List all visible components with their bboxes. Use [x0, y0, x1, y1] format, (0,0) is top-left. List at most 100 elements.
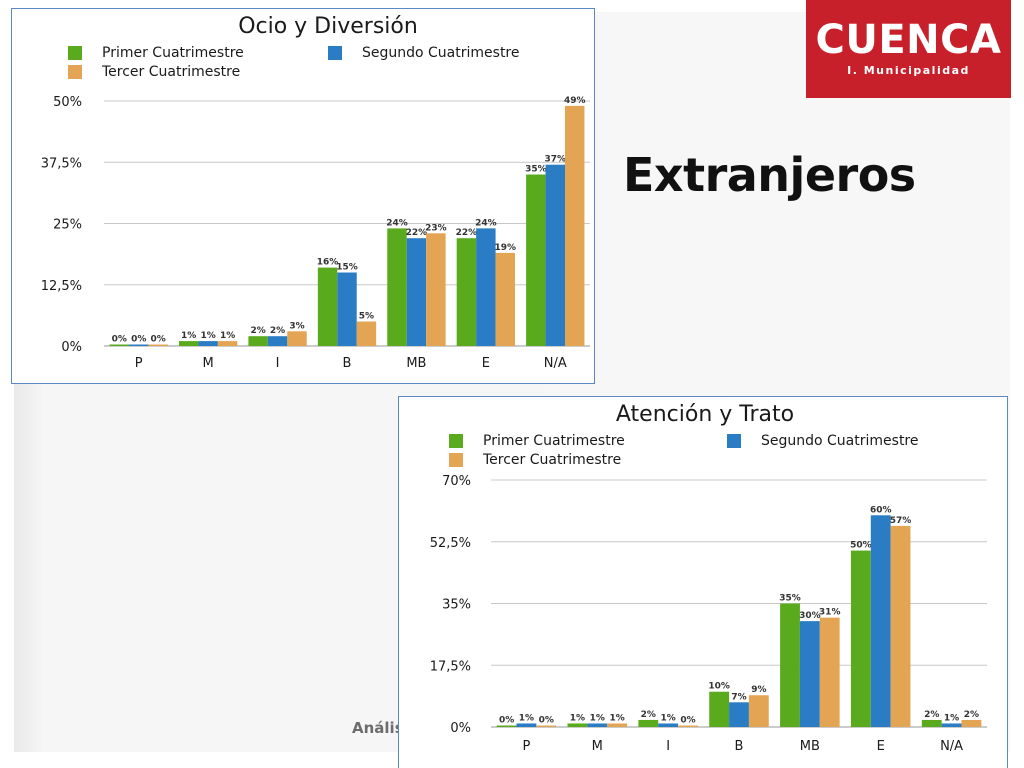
y-tick-label: 0%	[450, 721, 471, 736]
bar-segundo-cuatrimestre-mb	[799, 621, 820, 727]
data-label: 50%	[850, 541, 872, 551]
bar-segundo-cuatrimestre-m	[587, 723, 608, 727]
bar-segundo-cuatrimestre-i	[267, 336, 288, 346]
chart-title: Ocio y Diversión	[238, 14, 418, 39]
bar-tercer-cuatrimestre-i	[678, 725, 698, 727]
legend-label-tercer-cuatrimestre: Tercer Cuatrimestre	[101, 64, 240, 80]
legend-label-tercer-cuatrimestre: Tercer Cuatrimestre	[482, 452, 621, 468]
legend-label-segundo-cuatrimestre: Segundo Cuatrimestre	[362, 45, 520, 61]
bar-primer-cuatrimestre-i	[638, 719, 659, 727]
legend-swatch-segundo-cuatrimestre	[727, 434, 741, 448]
bar-segundo-cuatrimestre-i	[658, 723, 679, 727]
bar-primer-cuatrimestre-p	[496, 725, 517, 727]
data-label: 1%	[201, 331, 216, 341]
data-label: 24%	[386, 218, 408, 228]
data-label: 2%	[250, 326, 265, 336]
y-tick-label: 12,5%	[41, 279, 82, 294]
bar-tercer-cuatrimestre-n-a	[565, 105, 585, 347]
x-tick-label-b: B	[343, 356, 352, 371]
y-tick-label: 25%	[53, 218, 82, 233]
y-tick-label: 17,5%	[430, 659, 471, 674]
bar-primer-cuatrimestre-b	[709, 691, 730, 727]
bar-primer-cuatrimestre-i	[248, 336, 268, 346]
bar-segundo-cuatrimestre-n-a	[545, 164, 566, 346]
x-tick-label-i: I	[666, 739, 670, 754]
x-tick-label-p: P	[523, 739, 531, 754]
data-label: 3%	[289, 321, 304, 331]
chart-panel-atencion-trato: Atención y Trato Primer Cuatrimestre Segun…	[398, 396, 1008, 768]
bar-tercer-cuatrimestre-p	[536, 725, 557, 727]
x-tick-label-m: M	[592, 739, 603, 754]
data-label: 2%	[641, 710, 656, 720]
data-label: 24%	[475, 218, 497, 228]
data-label: 37%	[545, 155, 567, 165]
x-tick-label-b: B	[735, 739, 744, 754]
data-label: 1%	[519, 713, 534, 723]
data-label: 22%	[456, 228, 478, 238]
data-label: 31%	[819, 608, 841, 618]
legend-label-primer-cuatrimestre: Primer Cuatrimestre	[483, 433, 625, 449]
data-label: 35%	[779, 594, 801, 604]
y-tick-label: 35%	[442, 598, 471, 613]
data-label: 60%	[870, 505, 892, 515]
data-label: 57%	[890, 516, 912, 526]
data-label: 1%	[181, 331, 196, 341]
bar-primer-cuatrimestre-n-a	[526, 174, 546, 346]
data-label: 1%	[220, 331, 235, 341]
x-tick-label-mb: MB	[800, 739, 820, 754]
bar-tercer-cuatrimestre-p	[148, 344, 168, 346]
data-label: 2%	[964, 710, 979, 720]
data-label: 0%	[112, 335, 127, 345]
bar-tercer-cuatrimestre-b	[356, 321, 377, 346]
x-tick-label-e: E	[482, 356, 490, 371]
bar-tercer-cuatrimestre-n-a	[961, 719, 982, 727]
bar-tercer-cuatrimestre-b	[748, 695, 769, 727]
bar-segundo-cuatrimestre-mb	[406, 238, 427, 346]
data-label: 1%	[570, 713, 585, 723]
legend-swatch-segundo-cuatrimestre	[328, 46, 342, 60]
data-label: 35%	[525, 165, 547, 175]
bar-primer-cuatrimestre-mb	[780, 603, 800, 727]
data-label: 0%	[539, 716, 554, 726]
data-label: 0%	[680, 716, 695, 726]
bar-chart-atencion-trato: Atención y Trato Primer Cuatrimestre Segun…	[430, 402, 987, 754]
data-label: 1%	[661, 713, 676, 723]
data-label: 0%	[131, 335, 146, 345]
data-label: 15%	[336, 263, 358, 273]
data-label: 5%	[359, 312, 374, 322]
y-tick-label: 50%	[53, 95, 82, 110]
legend-swatch-primer-cuatrimestre	[449, 434, 463, 448]
legend-swatch-tercer-cuatrimestre	[449, 453, 463, 467]
legend-swatch-primer-cuatrimestre	[68, 46, 82, 60]
legend-label-primer-cuatrimestre: Primer Cuatrimestre	[102, 45, 244, 61]
page-title: Extranjeros	[623, 148, 916, 202]
data-label: 22%	[406, 228, 428, 238]
x-tick-label-m: M	[203, 356, 214, 371]
x-tick-label-mb: MB	[406, 356, 426, 371]
data-label: 1%	[590, 713, 605, 723]
chart-title: Atención y Trato	[616, 402, 794, 427]
logo-subtitle: I. Municipalidad	[847, 64, 970, 77]
bar-primer-cuatrimestre-mb	[387, 228, 407, 346]
bar-tercer-cuatrimestre-mb	[426, 233, 446, 346]
data-label: 10%	[708, 682, 730, 692]
bar-primer-cuatrimestre-p	[109, 344, 129, 346]
data-label: 2%	[270, 326, 285, 336]
data-label: 1%	[944, 713, 959, 723]
bar-segundo-cuatrimestre-e	[870, 515, 891, 727]
chart-panel-ocio-diversion: Ocio y Diversión Primer Cuatrimestre Segun…	[11, 8, 595, 384]
bar-primer-cuatrimestre-n-a	[921, 719, 942, 727]
data-label: 16%	[317, 258, 339, 268]
bar-tercer-cuatrimestre-e	[495, 252, 516, 346]
bar-primer-cuatrimestre-m	[178, 341, 199, 346]
x-tick-label-p: P	[135, 356, 143, 371]
x-tick-label-e: E	[877, 739, 885, 754]
bar-primer-cuatrimestre-e	[456, 238, 477, 346]
bar-segundo-cuatrimestre-m	[198, 341, 218, 346]
data-label: 49%	[564, 96, 586, 106]
footer-text: Análisi	[352, 719, 409, 737]
y-tick-label: 52,5%	[430, 536, 471, 551]
x-tick-label-n-a: N/A	[544, 356, 567, 371]
x-tick-label-n-a: N/A	[940, 739, 963, 754]
y-tick-label: 0%	[61, 340, 82, 355]
